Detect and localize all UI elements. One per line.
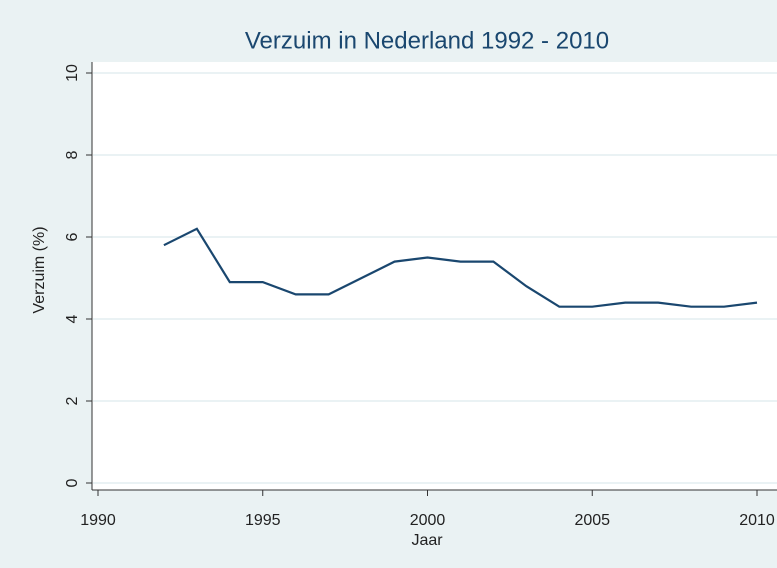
y-tick-label: 10 bbox=[64, 64, 81, 82]
plot-area bbox=[92, 62, 777, 490]
y-tick-label: 6 bbox=[64, 232, 81, 241]
y-tick-label: 8 bbox=[64, 150, 81, 159]
data-line bbox=[163, 227, 758, 308]
x-tick-label: 2005 bbox=[574, 512, 610, 529]
y-axis-label: Verzuim (%) bbox=[31, 226, 48, 313]
y-tick-label: 2 bbox=[64, 396, 81, 405]
x-axis-label: Jaar bbox=[411, 532, 443, 549]
y-tick-label: 4 bbox=[64, 314, 81, 323]
x-tick-label: 2010 bbox=[739, 512, 775, 529]
x-tick-label: 2000 bbox=[410, 512, 446, 529]
x-tick-label: 1990 bbox=[80, 512, 116, 529]
x-tick-label: 1995 bbox=[245, 512, 281, 529]
y-tick-label: 0 bbox=[64, 478, 81, 487]
chart-title: Verzuim in Nederland 1992 - 2010 bbox=[245, 27, 609, 54]
